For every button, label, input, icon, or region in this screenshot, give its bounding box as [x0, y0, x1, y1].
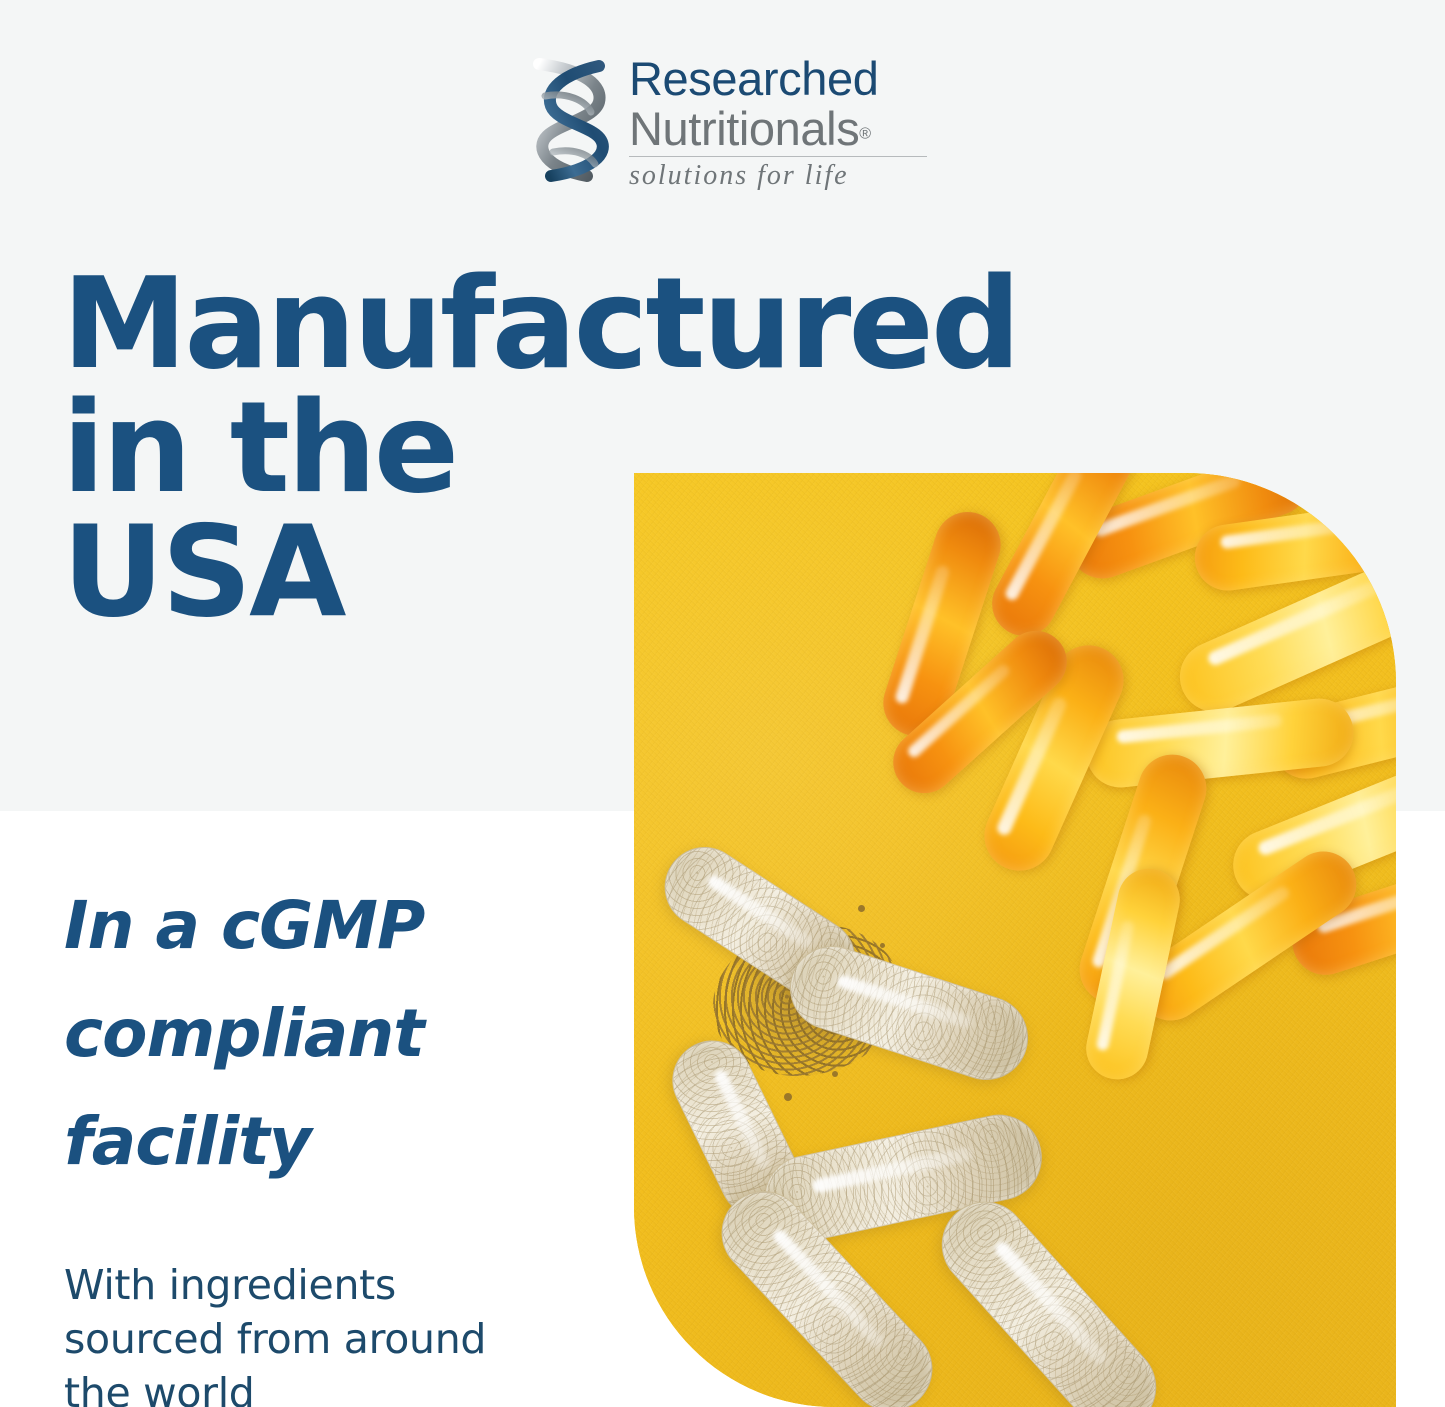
- footnote-line-2: sourced from around: [64, 1315, 487, 1363]
- subheading: In a cGMP compliant facility: [64, 872, 584, 1196]
- powder-fleck: [858, 905, 865, 912]
- dna-helix-icon: [533, 58, 609, 182]
- subhead-line-3: facility: [64, 1103, 312, 1180]
- powder-fleck: [880, 943, 885, 948]
- subhead-line-2: compliant: [64, 995, 425, 1072]
- brand-divider: [629, 156, 927, 157]
- subhead-line-1: In a cGMP: [64, 887, 425, 964]
- page-title: Manufactured in the USA: [62, 250, 1182, 645]
- brand-name-line-1: Researched: [629, 52, 879, 105]
- footnote-line-1: With ingredients: [64, 1261, 396, 1309]
- brand-wordmark: Researched Nutritionals® solutions for l…: [629, 52, 927, 193]
- capsules-photo: [634, 473, 1396, 1407]
- brand-name-line-2: Nutritionals: [629, 102, 860, 155]
- headline-line-3: USA: [62, 498, 347, 645]
- registered-trademark-icon: ®: [859, 125, 872, 143]
- brand-logo: Researched Nutritionals® solutions for l…: [529, 52, 929, 202]
- powder-fleck: [832, 1071, 838, 1077]
- headline-line-1: Manufactured: [62, 250, 1021, 397]
- brand-tagline: solutions for life: [629, 160, 849, 191]
- footnote-line-3: the world: [64, 1369, 255, 1407]
- headline-line-2: in the: [62, 374, 459, 521]
- brand-name-line-2-wrap: Nutritionals®: [629, 104, 927, 154]
- powder-fleck: [784, 1093, 792, 1101]
- supporting-text: With ingredients sourced from around the…: [64, 1258, 564, 1407]
